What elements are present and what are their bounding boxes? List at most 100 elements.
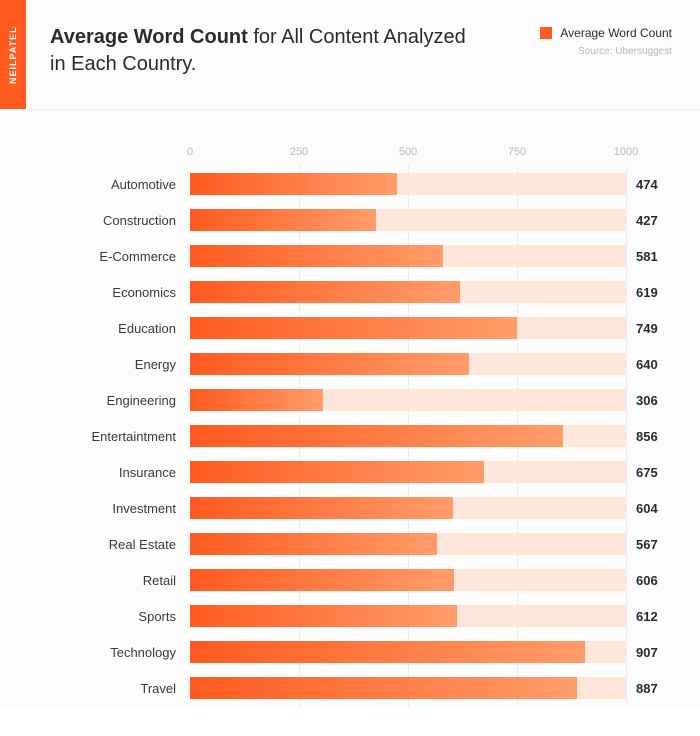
bar-fill (190, 533, 437, 555)
bar-cell (190, 346, 626, 382)
category-label: Sports (50, 598, 190, 634)
value-label: 606 (626, 562, 672, 598)
category-label: Entertaintment (50, 418, 190, 454)
gridline (626, 562, 627, 598)
bar-track (190, 641, 626, 663)
value-label: 567 (626, 526, 672, 562)
axis-tick: 500 (399, 146, 417, 158)
x-axis: 0 250 500 750 1000 (50, 132, 672, 166)
gridline (626, 634, 627, 670)
bar-track (190, 677, 626, 699)
gridline (626, 346, 627, 382)
gridline (626, 418, 627, 454)
legend-swatch (540, 27, 552, 39)
source-prefix: Source: (578, 46, 615, 57)
gridline (626, 598, 627, 634)
bar-track (190, 245, 626, 267)
bar-fill (190, 569, 454, 591)
value-label: 604 (626, 490, 672, 526)
bar-cell (190, 166, 626, 202)
bar-fill (190, 281, 460, 303)
bar-cell (190, 454, 626, 490)
category-label: Energy (50, 346, 190, 382)
legend-item: Average Word Count (540, 26, 672, 40)
axis-tick: 0 (187, 146, 193, 158)
gridline (626, 382, 627, 418)
value-label: 306 (626, 382, 672, 418)
category-label: Automotive (50, 166, 190, 202)
category-label: Economics (50, 274, 190, 310)
category-label: Engineering (50, 382, 190, 418)
bar-track (190, 209, 626, 231)
bar-cell (190, 310, 626, 346)
category-label: Insurance (50, 454, 190, 490)
chart: 0 250 500 750 1000 Automotive 474 Construction… (0, 110, 700, 736)
value-label: 907 (626, 634, 672, 670)
gridline (626, 166, 627, 202)
bar-fill (190, 353, 469, 375)
value-label: 749 (626, 310, 672, 346)
gridline (626, 490, 627, 526)
axis-tick: 1000 (614, 146, 638, 158)
value-label: 474 (626, 166, 672, 202)
gridline (626, 670, 627, 706)
category-label: Investment (50, 490, 190, 526)
bar-track (190, 425, 626, 447)
category-label: Retail (50, 562, 190, 598)
gridline (626, 238, 627, 274)
bar-cell (190, 238, 626, 274)
bar-cell (190, 598, 626, 634)
bar-track (190, 353, 626, 375)
bar-fill (190, 245, 443, 267)
header: Average Word Count for All Content Analy… (0, 0, 700, 110)
bar-cell (190, 670, 626, 706)
axis-tick: 750 (508, 146, 526, 158)
gridline (626, 310, 627, 346)
value-label: 675 (626, 454, 672, 490)
bar-fill (190, 641, 585, 663)
axis-tick: 250 (290, 146, 308, 158)
bar-track (190, 605, 626, 627)
bar-cell (190, 202, 626, 238)
bar-fill (190, 425, 563, 447)
bar-track (190, 497, 626, 519)
bar-cell (190, 490, 626, 526)
bar-fill (190, 605, 457, 627)
bar-cell (190, 634, 626, 670)
value-label: 887 (626, 670, 672, 706)
gridline (626, 454, 627, 490)
category-label: Real Estate (50, 526, 190, 562)
bar-track (190, 569, 626, 591)
value-label: 581 (626, 238, 672, 274)
source-name: Ubersuggest (615, 46, 672, 57)
value-label: 856 (626, 418, 672, 454)
bars-area: Automotive474Construction427E-Commerce58… (50, 166, 672, 706)
page-root: NEILPATEL Average Word Count for All Con… (0, 0, 700, 709)
gridline (626, 202, 627, 238)
bar-cell (190, 382, 626, 418)
category-label: Education (50, 310, 190, 346)
bar-fill (190, 209, 376, 231)
source-line: Source: Ubersuggest (540, 46, 672, 57)
page-title: Average Word Count for All Content Analy… (50, 24, 470, 78)
bar-fill (190, 497, 453, 519)
legend: Average Word Count Source: Ubersuggest (540, 26, 672, 57)
value-label: 427 (626, 202, 672, 238)
title-bold: Average Word Count (50, 26, 248, 48)
axis-ticks: 02505007501000 (190, 132, 626, 166)
bar-track (190, 389, 626, 411)
gridline (626, 274, 627, 310)
value-label: 612 (626, 598, 672, 634)
bar-fill (190, 461, 484, 483)
bar-track (190, 281, 626, 303)
category-label: Technology (50, 634, 190, 670)
bar-cell (190, 526, 626, 562)
bar-track (190, 317, 626, 339)
category-label: Travel (50, 670, 190, 706)
bar-cell (190, 562, 626, 598)
bar-track (190, 173, 626, 195)
category-label: Construction (50, 202, 190, 238)
bar-cell (190, 274, 626, 310)
bar-track (190, 533, 626, 555)
bar-fill (190, 389, 323, 411)
